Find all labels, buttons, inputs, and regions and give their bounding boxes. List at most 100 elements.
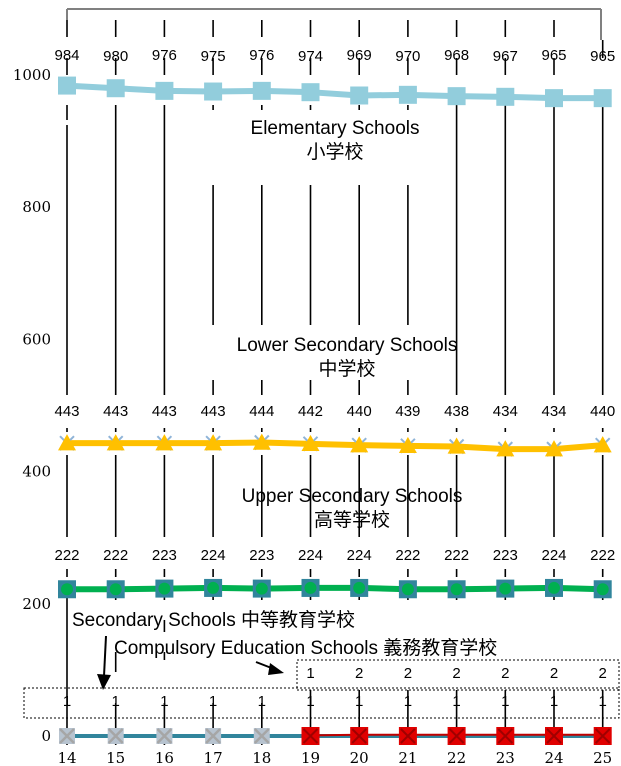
compulsory-cross xyxy=(351,728,367,744)
lower-secondary-triangle xyxy=(252,433,271,450)
elementary-data-label: 974 xyxy=(298,48,323,65)
upper-secondary-data-label: 223 xyxy=(249,547,274,564)
x-tick-label: 18 xyxy=(252,749,271,766)
compulsory-data-label: 2 xyxy=(599,665,607,682)
elementary-data-label: 965 xyxy=(541,47,566,64)
upper-secondary-dot xyxy=(304,581,317,594)
secondary-cross xyxy=(253,728,270,744)
secondary-data-label: 1 xyxy=(306,693,314,710)
lower-secondary-data-label: 444 xyxy=(249,403,274,420)
upper-secondary-data-label: 224 xyxy=(298,547,323,564)
y-tick-label: 400 xyxy=(22,463,51,481)
upper-secondary-line xyxy=(67,584,603,593)
lower-secondary-data-label: 438 xyxy=(444,403,469,420)
plot-frame xyxy=(66,8,602,40)
x-tick-label: 21 xyxy=(398,749,417,766)
compulsory-cross xyxy=(400,728,416,744)
compulsory-data-label: 2 xyxy=(550,665,558,682)
upper-secondary-dot xyxy=(548,581,560,594)
y-tick-label: 800 xyxy=(22,198,51,216)
elementary-point xyxy=(350,86,369,105)
data-labels: 984 980 976 975 976 974 969 970 968 967 965 965 443 4… xyxy=(54,47,615,710)
lower-secondary-triangle xyxy=(545,440,563,457)
secondary-data-label: 1 xyxy=(599,693,607,710)
secondary-data-label: 1 xyxy=(209,693,217,710)
lower-secondary-triangle xyxy=(593,436,612,453)
y-axis-tick-labels: 0 200 400 600 800 1000 xyxy=(13,66,51,745)
lower-secondary-data-label: 440 xyxy=(590,403,615,420)
lower-secondary-data-label: 434 xyxy=(541,403,566,420)
lower-secondary-data-label: 443 xyxy=(103,403,128,420)
y-tick-label: 600 xyxy=(22,330,51,348)
secondary-series-label: Secondary Schools 中等教育学校 xyxy=(72,609,355,631)
x-tick-label: 15 xyxy=(106,749,125,766)
elementary-data-label: 965 xyxy=(590,48,615,65)
elementary-data-label: 968 xyxy=(444,47,469,64)
elementary-point xyxy=(301,83,320,102)
elementary-point xyxy=(252,81,271,100)
lower-secondary-series-label: Lower Secondary Schools xyxy=(237,335,458,356)
upper-secondary-data-label: 223 xyxy=(152,547,177,564)
upper-secondary-data-label: 224 xyxy=(347,547,372,564)
elementary-data-label: 984 xyxy=(54,47,79,64)
elementary-line xyxy=(66,82,603,102)
elementary-data-label: 970 xyxy=(395,48,420,65)
x-tick-label: 19 xyxy=(301,749,320,766)
secondary-value-box xyxy=(23,687,620,719)
compulsory-data-label: 2 xyxy=(404,665,412,682)
elementary-data-label: 967 xyxy=(493,48,518,65)
lower-secondary-data-label: 443 xyxy=(54,403,79,420)
elementary-point xyxy=(155,81,174,100)
lower-secondary-data-label: 442 xyxy=(298,403,323,420)
lower-secondary-data-label: 434 xyxy=(493,403,518,420)
secondary-data-label: 1 xyxy=(452,693,460,710)
compulsory-data-label: 2 xyxy=(355,665,363,682)
lower-secondary-triangle xyxy=(58,434,76,451)
compulsory-series-label: Compulsory Education Schools 義務教育学校 xyxy=(114,637,497,659)
elementary-point xyxy=(398,85,417,104)
y-tick-label: 0 xyxy=(41,727,51,745)
upper-secondary-dot xyxy=(255,582,268,595)
compulsory-cross xyxy=(448,728,465,744)
upper-secondary-dot xyxy=(353,581,366,594)
x-axis-tick-labels: 14 15 16 17 18 19 20 21 22 23 24 25 xyxy=(57,749,612,766)
elementary-point xyxy=(545,89,563,108)
elementary-data-label: 980 xyxy=(103,48,128,65)
compulsory-data-label: 1 xyxy=(306,665,314,682)
secondary-data-label: 1 xyxy=(160,693,168,710)
upper-secondary-dot xyxy=(158,582,171,595)
compulsory-arrow-head xyxy=(268,663,284,675)
compulsory-data-label: 2 xyxy=(501,665,509,682)
upper-secondary-dot xyxy=(109,583,122,596)
compulsory-cross xyxy=(497,728,514,744)
secondary-arrow-head xyxy=(97,674,111,690)
series-lines xyxy=(58,76,612,745)
elementary-point xyxy=(204,82,223,101)
secondary-data-label: 1 xyxy=(501,693,509,710)
lower-secondary-triangle xyxy=(496,440,515,457)
elementary-point xyxy=(447,87,466,106)
lower-secondary-triangle xyxy=(106,434,125,451)
vertical-gridlines xyxy=(66,20,604,745)
upper-secondary-data-label: 222 xyxy=(54,547,79,564)
elementary-data-label: 976 xyxy=(152,47,177,64)
lower-secondary-data-label: 443 xyxy=(201,403,226,420)
upper-secondary-series-label: Upper Secondary Schools xyxy=(242,486,463,507)
x-tick-label: 22 xyxy=(447,749,466,766)
small-value-boxes xyxy=(23,659,620,719)
upper-secondary-data-label: 222 xyxy=(103,547,128,564)
secondary-data-label: 1 xyxy=(258,693,266,710)
upper-secondary-data-label: 224 xyxy=(201,547,226,564)
upper-secondary-dot xyxy=(207,581,220,594)
x-tick-label: 20 xyxy=(350,749,369,766)
lower-secondary-triangle xyxy=(155,434,174,451)
secondary-cross xyxy=(156,728,173,744)
lower-secondary-triangle xyxy=(398,436,417,454)
lower-secondary-series-label-ja: 中学校 xyxy=(318,358,375,380)
x-tick-label: 25 xyxy=(593,749,612,766)
upper-secondary-dot xyxy=(596,583,609,596)
elementary-point xyxy=(593,89,612,108)
lower-secondary-triangle xyxy=(447,437,466,454)
upper-secondary-dot xyxy=(450,583,463,596)
upper-secondary-dot xyxy=(401,583,414,596)
